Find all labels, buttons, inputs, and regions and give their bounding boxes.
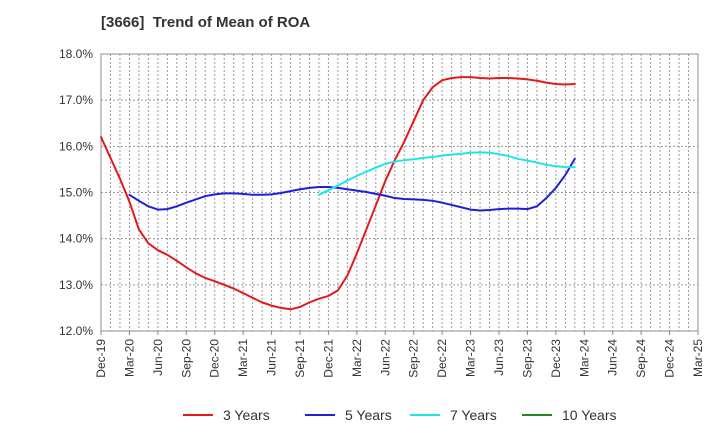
x-tick-label: Sep-21 <box>293 339 307 378</box>
legend-label: 3 Years <box>223 407 270 423</box>
y-tick-label: 16.0% <box>59 139 93 153</box>
y-tick-label: 15.0% <box>59 186 93 200</box>
x-tick-label: Mar-25 <box>691 339 705 377</box>
x-tick-label: Mar-24 <box>577 339 591 377</box>
y-tick-label: 17.0% <box>59 93 93 107</box>
legend-label: 10 Years <box>562 407 617 423</box>
series-lines <box>100 76 576 311</box>
x-tick-label: Jun-23 <box>492 339 506 376</box>
x-tick-label: Jun-20 <box>151 339 165 376</box>
x-axis: Dec-19 Mar-20 Jun-20 Sep-20 Dec-20 Mar-21 Jun-… <box>94 331 705 378</box>
y-tick-label: 12.0% <box>59 324 93 338</box>
x-tick-label: Mar-23 <box>464 339 478 377</box>
series-line-7-years <box>317 151 576 196</box>
x-tick-label: Sep-23 <box>520 339 534 378</box>
grid-lines <box>101 54 698 331</box>
legend: 3 Years 5 Years 7 Years 10 Years <box>183 407 617 423</box>
legend-label: 7 Years <box>450 407 497 423</box>
x-tick-label: Sep-20 <box>179 339 193 378</box>
x-tick-label: Dec-20 <box>208 339 222 378</box>
legend-label: 5 Years <box>345 407 392 423</box>
y-tick-label: 14.0% <box>59 232 93 246</box>
x-tick-label: Jun-24 <box>606 339 620 376</box>
chart-title: [3666] Trend of Mean of ROA <box>101 14 311 31</box>
y-axis: 12.0% 13.0% 14.0% 15.0% 16.0% 17.0% 18.0% <box>59 47 93 338</box>
x-tick-label: Dec-21 <box>321 339 335 378</box>
x-tick-label: Sep-24 <box>634 339 648 378</box>
x-tick-label: Dec-19 <box>94 339 108 378</box>
plot-area-frame <box>100 53 699 332</box>
x-tick-label: Jun-22 <box>378 339 392 376</box>
y-tick-label: 18.0% <box>59 47 93 61</box>
x-tick-label: Jun-21 <box>265 339 279 376</box>
series-line-5-years <box>128 157 576 212</box>
x-tick-label: Sep-22 <box>407 339 421 378</box>
series-line-3-years <box>100 76 576 311</box>
x-tick-label: Mar-22 <box>350 339 364 377</box>
x-tick-label: Dec-23 <box>549 339 563 378</box>
x-tick-label: Dec-24 <box>663 339 677 378</box>
x-tick-label: Mar-20 <box>122 339 136 377</box>
y-tick-label: 13.0% <box>59 278 93 292</box>
x-tick-label: Dec-22 <box>435 339 449 378</box>
x-tick-label: Mar-21 <box>236 339 250 377</box>
